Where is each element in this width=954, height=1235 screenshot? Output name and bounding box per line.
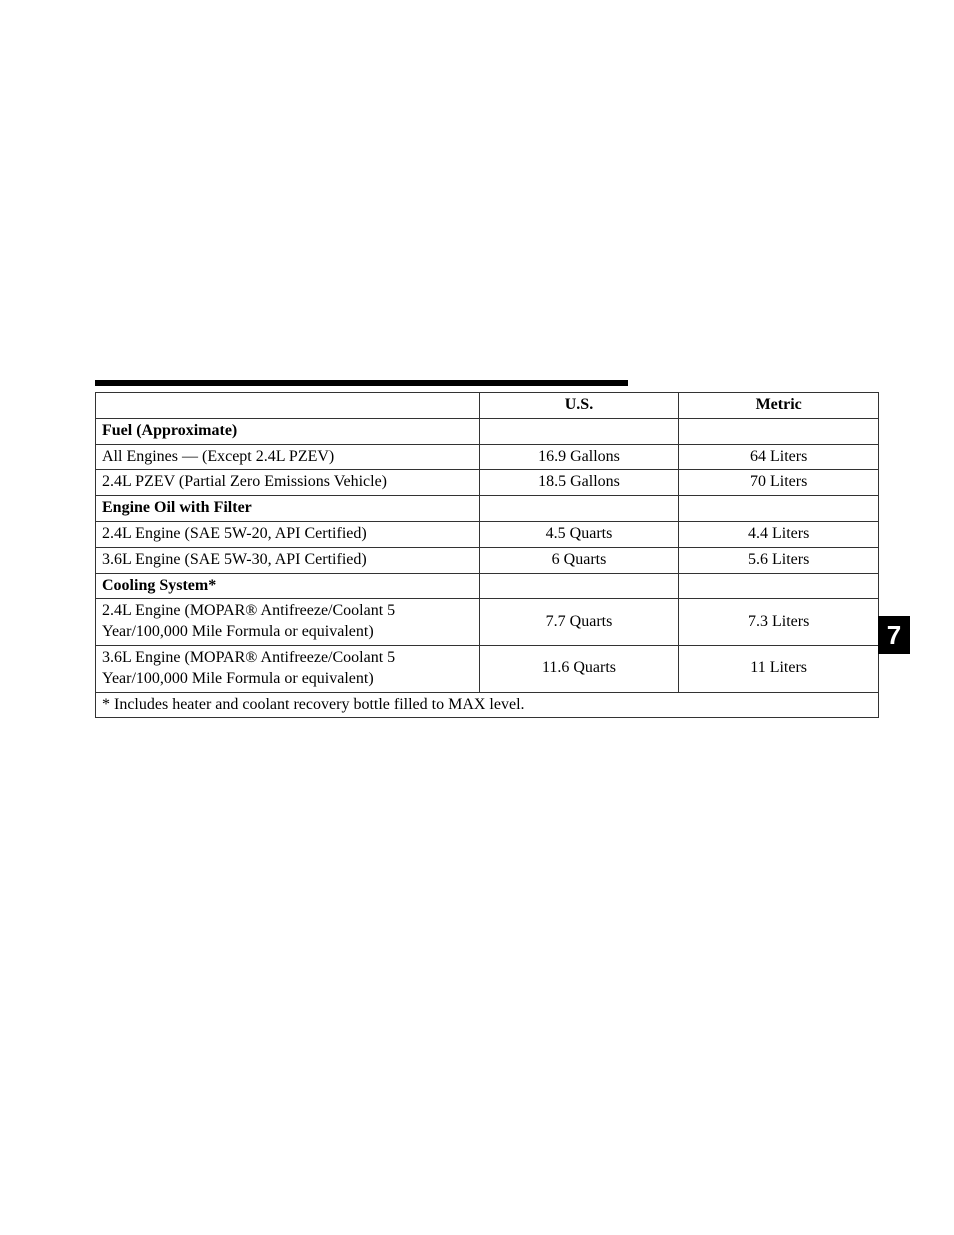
cell-metric: 5.6 Liters: [679, 547, 879, 573]
cell-us: 7.7 Quarts: [479, 599, 679, 646]
section-oil: Engine Oil with Filter: [96, 496, 480, 522]
table-header-row: U.S. Metric: [96, 393, 879, 419]
footnote-cell: * Includes heater and coolant recovery b…: [96, 692, 879, 718]
table-row: 2.4L Engine (SAE 5W-20, API Certified) 4…: [96, 521, 879, 547]
cell-us: 6 Quarts: [479, 547, 679, 573]
section-cooling: Cooling System*: [96, 573, 480, 599]
cell-metric: 64 Liters: [679, 444, 879, 470]
cell-label: 3.6L Engine (MOPAR® Antifreeze/Coolant 5…: [96, 645, 480, 692]
table-row: 2.4L Engine (MOPAR® Antifreeze/Coolant 5…: [96, 599, 879, 646]
table-row: 3.6L Engine (SAE 5W-30, API Certified) 6…: [96, 547, 879, 573]
table-row: All Engines — (Except 2.4L PZEV) 16.9 Ga…: [96, 444, 879, 470]
cell-label: 3.6L Engine (SAE 5W-30, API Certified): [96, 547, 480, 573]
cell-empty: [479, 496, 679, 522]
cell-us: 16.9 Gallons: [479, 444, 679, 470]
table-row: Engine Oil with Filter: [96, 496, 879, 522]
section-tab: 7: [878, 616, 910, 654]
cell-metric: 11 Liters: [679, 645, 879, 692]
table-footnote-row: * Includes heater and coolant recovery b…: [96, 692, 879, 718]
header-metric: Metric: [679, 393, 879, 419]
cell-empty: [479, 573, 679, 599]
cell-us: 4.5 Quarts: [479, 521, 679, 547]
cell-us: 11.6 Quarts: [479, 645, 679, 692]
header-us: U.S.: [479, 393, 679, 419]
cell-us: 18.5 Gallons: [479, 470, 679, 496]
cell-empty: [679, 418, 879, 444]
cell-label: 2.4L Engine (SAE 5W-20, API Certified): [96, 521, 480, 547]
header-empty: [96, 393, 480, 419]
cell-empty: [679, 573, 879, 599]
cell-label: 2.4L PZEV (Partial Zero Emissions Vehicl…: [96, 470, 480, 496]
cell-metric: 70 Liters: [679, 470, 879, 496]
table-row: Fuel (Approximate): [96, 418, 879, 444]
table-row: Cooling System*: [96, 573, 879, 599]
table-row: 3.6L Engine (MOPAR® Antifreeze/Coolant 5…: [96, 645, 879, 692]
page-content: U.S. Metric Fuel (Approximate) All Engin…: [0, 0, 954, 718]
cell-empty: [679, 496, 879, 522]
cell-metric: 4.4 Liters: [679, 521, 879, 547]
fluid-capacities-table: U.S. Metric Fuel (Approximate) All Engin…: [95, 392, 879, 718]
section-fuel: Fuel (Approximate): [96, 418, 480, 444]
cell-label: All Engines — (Except 2.4L PZEV): [96, 444, 480, 470]
cell-label: 2.4L Engine (MOPAR® Antifreeze/Coolant 5…: [96, 599, 480, 646]
section-tab-number: 7: [887, 620, 901, 651]
table-row: 2.4L PZEV (Partial Zero Emissions Vehicl…: [96, 470, 879, 496]
cell-empty: [479, 418, 679, 444]
cell-metric: 7.3 Liters: [679, 599, 879, 646]
section-rule: [95, 380, 628, 386]
